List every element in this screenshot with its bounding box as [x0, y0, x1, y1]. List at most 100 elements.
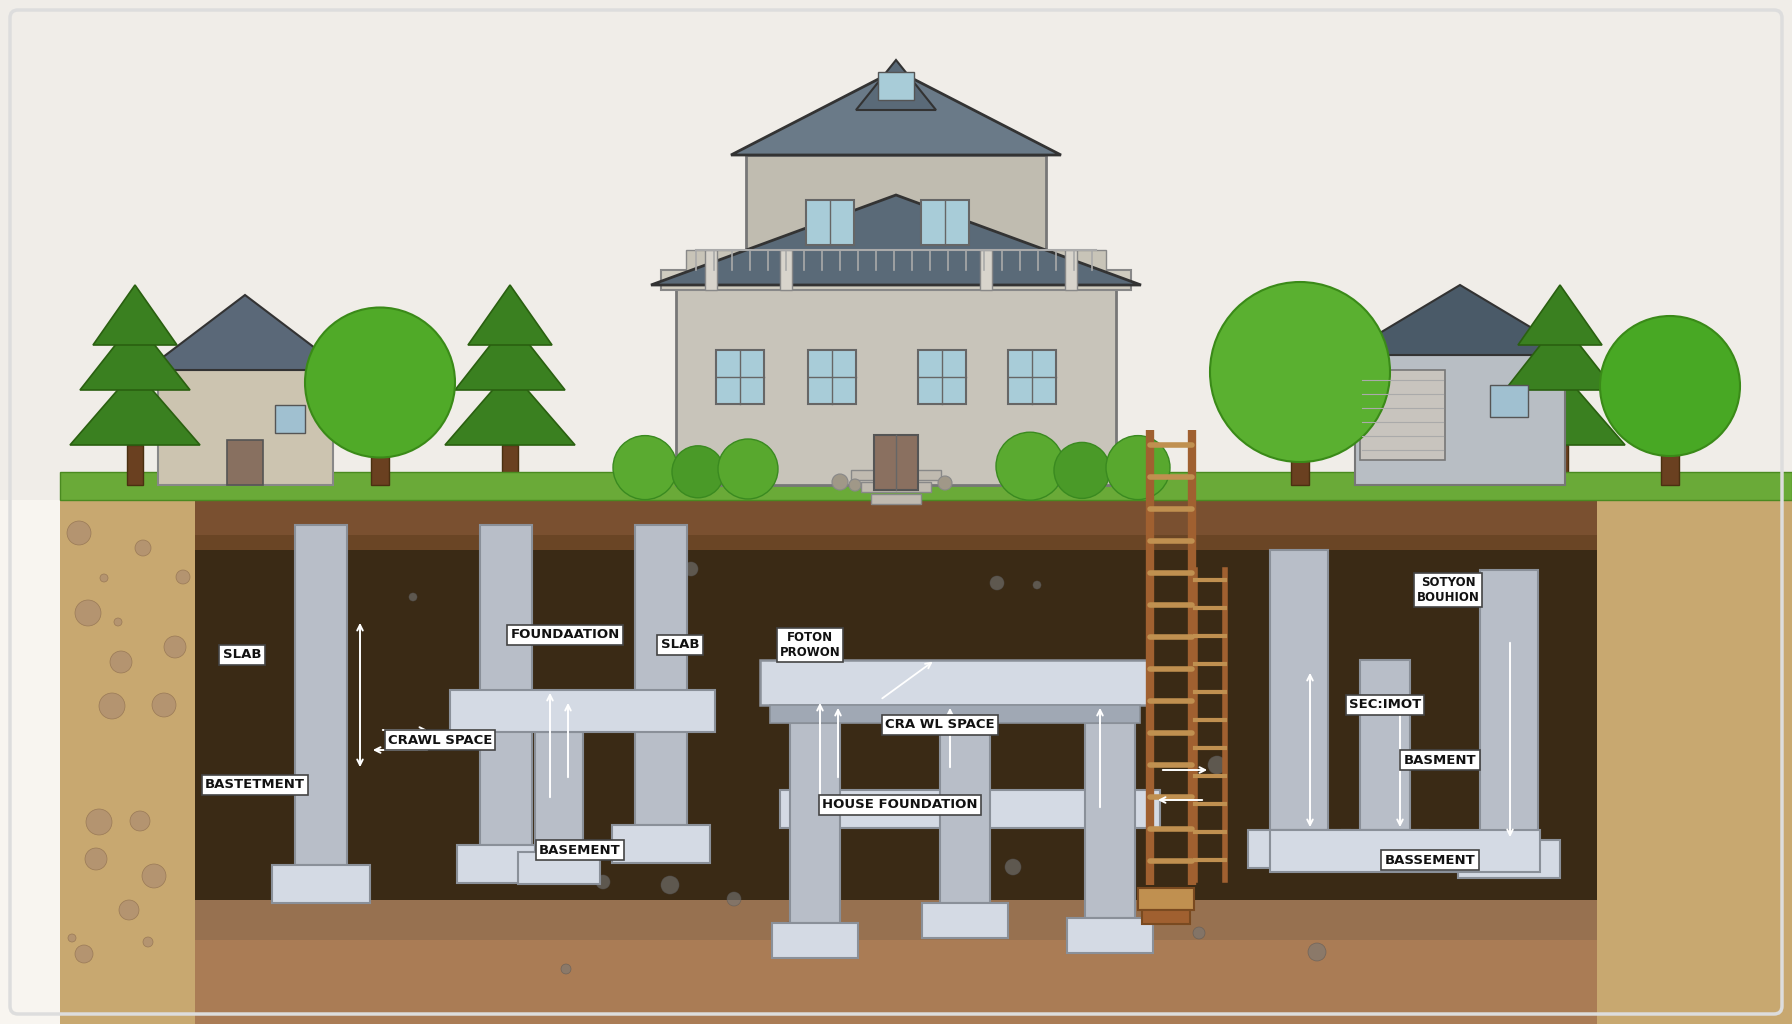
Circle shape — [1600, 316, 1740, 456]
Bar — [59, 472, 1792, 500]
Bar — [717, 350, 763, 404]
Bar — [760, 660, 1150, 705]
Bar — [1066, 918, 1152, 953]
Circle shape — [937, 476, 952, 490]
Bar — [1247, 830, 1349, 868]
Bar — [860, 482, 932, 492]
Bar — [59, 490, 195, 1024]
Circle shape — [143, 937, 152, 947]
Circle shape — [1208, 756, 1226, 774]
Circle shape — [661, 876, 679, 894]
Bar — [1290, 435, 1308, 485]
Bar — [1138, 888, 1193, 910]
Circle shape — [176, 570, 190, 584]
Bar — [1355, 355, 1564, 485]
Circle shape — [996, 432, 1064, 500]
Circle shape — [134, 540, 151, 556]
Bar — [450, 690, 715, 732]
Text: SLAB: SLAB — [222, 648, 262, 662]
Circle shape — [685, 562, 699, 575]
Polygon shape — [1518, 285, 1602, 345]
Circle shape — [849, 479, 860, 490]
Polygon shape — [1342, 285, 1577, 355]
Bar — [1271, 550, 1328, 830]
Polygon shape — [1495, 370, 1625, 445]
Bar — [195, 500, 1597, 535]
Bar — [661, 270, 1131, 290]
Bar — [745, 155, 1047, 285]
Text: SLAB: SLAB — [661, 639, 699, 651]
Bar — [536, 732, 582, 852]
Bar — [1552, 445, 1568, 485]
Circle shape — [636, 582, 650, 596]
Bar — [806, 200, 855, 245]
Circle shape — [561, 964, 572, 974]
Bar — [1271, 830, 1539, 872]
Circle shape — [781, 922, 796, 936]
Bar — [686, 250, 1106, 272]
Polygon shape — [857, 60, 935, 110]
Bar — [1489, 385, 1529, 417]
Polygon shape — [81, 319, 190, 390]
Text: SEC:IMOT: SEC:IMOT — [1349, 698, 1421, 712]
Circle shape — [109, 651, 133, 673]
Circle shape — [165, 636, 186, 658]
Circle shape — [75, 600, 100, 626]
Bar — [502, 445, 518, 485]
Text: CRAWL SPACE: CRAWL SPACE — [387, 733, 493, 746]
Circle shape — [66, 521, 91, 545]
Bar — [228, 440, 263, 485]
Circle shape — [1005, 859, 1021, 874]
Circle shape — [824, 684, 840, 700]
Circle shape — [409, 593, 418, 601]
Bar — [0, 0, 1792, 500]
Bar — [371, 435, 389, 485]
Bar — [296, 525, 348, 865]
Polygon shape — [70, 370, 201, 445]
Bar — [923, 903, 1007, 938]
Circle shape — [728, 892, 742, 906]
Bar — [518, 852, 600, 884]
Bar — [918, 350, 966, 404]
Circle shape — [1210, 282, 1391, 462]
Polygon shape — [468, 285, 552, 345]
Bar — [676, 285, 1116, 485]
Polygon shape — [1505, 319, 1615, 390]
Polygon shape — [455, 319, 564, 390]
Circle shape — [613, 435, 677, 500]
Bar — [871, 494, 921, 504]
Bar — [790, 723, 840, 923]
Circle shape — [118, 900, 140, 920]
Text: FOUNDAATION: FOUNDAATION — [511, 629, 620, 641]
Bar — [195, 900, 1597, 1024]
Text: BASMENT: BASMENT — [1403, 754, 1477, 767]
Bar — [771, 705, 1140, 723]
Circle shape — [466, 845, 475, 853]
Circle shape — [86, 809, 111, 835]
Circle shape — [1106, 435, 1170, 500]
Bar — [272, 865, 369, 903]
Bar — [1480, 570, 1538, 840]
Bar — [1597, 490, 1792, 1024]
Text: BASEMENT: BASEMENT — [539, 844, 620, 856]
Polygon shape — [731, 70, 1061, 155]
Bar — [1661, 435, 1679, 485]
Circle shape — [1054, 442, 1109, 499]
Circle shape — [115, 618, 122, 626]
Bar — [1064, 250, 1077, 290]
Bar — [941, 723, 989, 903]
Bar — [480, 525, 532, 845]
Polygon shape — [650, 195, 1142, 285]
Polygon shape — [93, 285, 177, 345]
Bar — [780, 790, 1159, 828]
Polygon shape — [444, 370, 575, 445]
Bar — [195, 490, 1597, 550]
Bar — [874, 435, 918, 490]
Bar — [1360, 660, 1410, 830]
Bar — [127, 445, 143, 485]
Circle shape — [100, 574, 108, 582]
Bar — [851, 470, 941, 480]
Text: FOTON
PROWON: FOTON PROWON — [780, 631, 840, 659]
Bar — [1007, 350, 1055, 404]
Bar — [780, 250, 792, 290]
